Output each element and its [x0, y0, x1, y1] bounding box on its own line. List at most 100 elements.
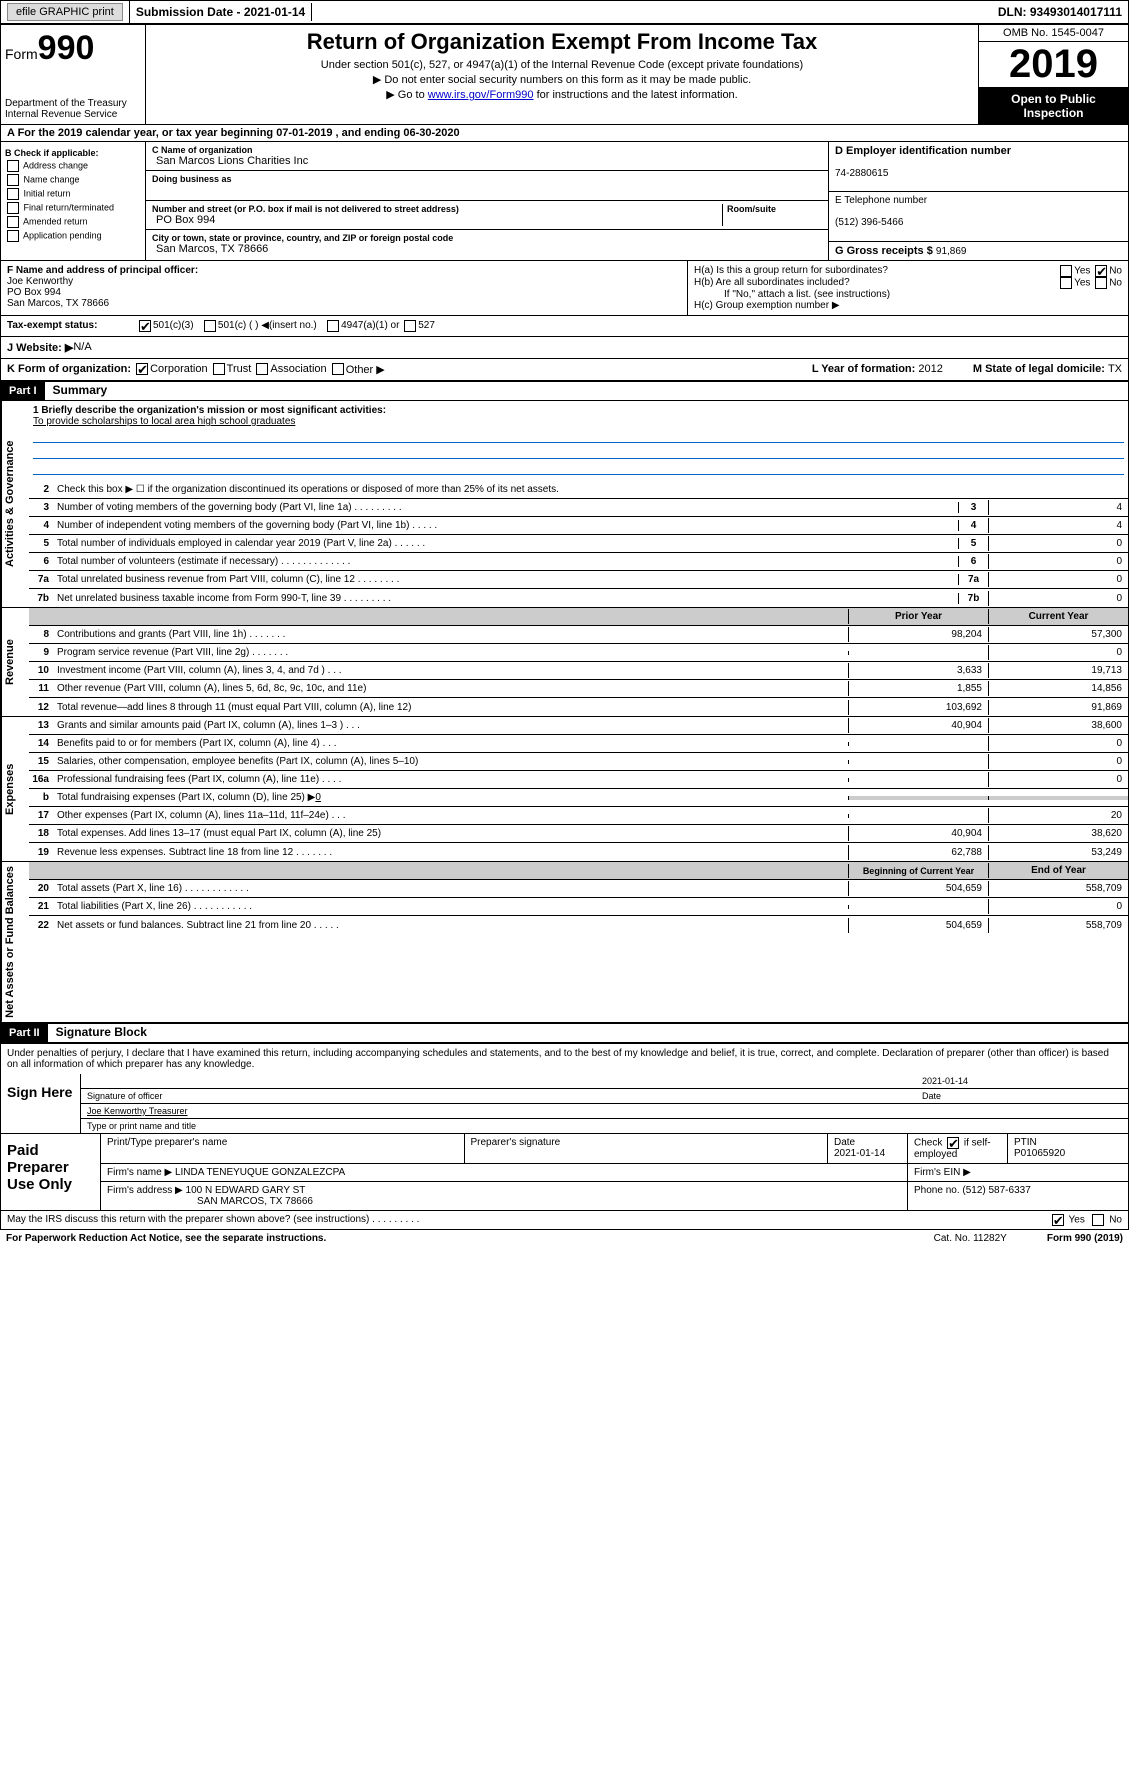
form-footer: Form 990 (2019) [1047, 1233, 1123, 1244]
signature-intro: Under penalties of perjury, I declare th… [1, 1044, 1128, 1074]
row-4: Number of independent voting members of … [53, 518, 958, 533]
hb-note: If "No," attach a list. (see instruction… [694, 289, 1122, 300]
omb-number: OMB No. 1545-0047 [979, 25, 1128, 42]
row-2: Check this box ▶ ☐ if the organization d… [53, 482, 1128, 497]
p22: 504,659 [848, 918, 988, 933]
assoc-checkbox[interactable] [256, 363, 268, 375]
val-7b: 0 [988, 591, 1128, 606]
row-13: Grants and similar amounts paid (Part IX… [53, 718, 848, 733]
discuss-yes-checkbox[interactable] [1052, 1214, 1064, 1226]
subtitle-3: ▶ Go to www.irs.gov/Form990 for instruct… [152, 88, 972, 101]
p8: 98,204 [848, 627, 988, 642]
org-name: San Marcos Lions Charities Inc [156, 155, 308, 167]
val-5: 0 [988, 536, 1128, 551]
self-employed-checkbox[interactable] [947, 1137, 959, 1149]
prep-date: 2021-01-14 [834, 1148, 885, 1159]
527-checkbox[interactable] [404, 320, 416, 332]
hb-no-checkbox[interactable] [1095, 277, 1107, 289]
p17 [848, 814, 988, 818]
address-change-checkbox[interactable] [7, 160, 19, 172]
paid-preparer-label: Paid Preparer Use Only [1, 1134, 101, 1210]
sig-officer-label: Signature of officer [87, 1091, 922, 1101]
corp-checkbox[interactable] [136, 363, 148, 375]
other-checkbox[interactable] [332, 363, 344, 375]
part1-header: Part ISummary [0, 381, 1129, 401]
row-21: Total liabilities (Part X, line 26) . . … [53, 899, 848, 914]
501c-checkbox[interactable] [204, 320, 216, 332]
dba-label: Doing business as [152, 174, 232, 197]
c13: 38,600 [988, 718, 1128, 733]
form-header: Form990 Department of the Treasury Inter… [0, 24, 1129, 125]
ha-label: H(a) Is this a group return for subordin… [694, 265, 888, 277]
mission-question: 1 Briefly describe the organization's mi… [33, 405, 386, 416]
c15: 0 [988, 754, 1128, 769]
row-7a: Total unrelated business revenue from Pa… [53, 572, 958, 587]
cat-number: Cat. No. 11282Y [934, 1233, 1007, 1244]
prior-year-header: Prior Year [848, 609, 988, 624]
final-return-checkbox[interactable] [7, 202, 19, 214]
city-state-zip: San Marcos, TX 78666 [156, 243, 268, 255]
p11: 1,855 [848, 681, 988, 696]
irs-link[interactable]: www.irs.gov/Form990 [428, 89, 534, 101]
application-checkbox[interactable] [7, 230, 19, 242]
website-value: N/A [73, 341, 91, 354]
officer-signed-name: Joe Kenworthy Treasurer [87, 1106, 188, 1116]
state-domicile-label: M State of legal domicile: [973, 363, 1108, 375]
part2-header: Part IISignature Block [0, 1023, 1129, 1043]
subtitle-2: ▶ Do not enter social security numbers o… [152, 73, 972, 86]
ha-yes-checkbox[interactable] [1060, 265, 1072, 277]
4947-checkbox[interactable] [327, 320, 339, 332]
discuss-question: May the IRS discuss this return with the… [7, 1214, 419, 1226]
efile-print-button[interactable]: efile GRAPHIC print [7, 3, 123, 21]
val-6: 0 [988, 554, 1128, 569]
row-3: Number of voting members of the governin… [53, 500, 958, 515]
c8: 57,300 [988, 627, 1128, 642]
website-label: J Website: ▶ [7, 341, 73, 354]
side-net-assets: Net Assets or Fund Balances [1, 862, 29, 1022]
row-12: Total revenue—add lines 8 through 11 (mu… [53, 700, 848, 715]
preparer-sig-label: Preparer's signature [465, 1134, 829, 1163]
initial-return-checkbox[interactable] [7, 188, 19, 200]
form-title: Return of Organization Exempt From Incom… [150, 29, 974, 55]
ein-value: 74-2880615 [835, 168, 888, 179]
row-10: Investment income (Part VIII, column (A)… [53, 663, 848, 678]
officer-addr2: San Marcos, TX 78666 [7, 298, 109, 309]
p13: 40,904 [848, 718, 988, 733]
hc-label: H(c) Group exemption number ▶ [694, 300, 1122, 311]
amended-checkbox[interactable] [7, 216, 19, 228]
discuss-no-checkbox[interactable] [1092, 1214, 1104, 1226]
self-employed-check: Check if self-employed [908, 1134, 1008, 1163]
irs-label: Internal Revenue Service [5, 109, 141, 120]
website-row: J Website: ▶ N/A [0, 337, 1129, 359]
subtitle-1: Under section 501(c), 527, or 4947(a)(1)… [152, 59, 972, 71]
tax-year: 2019 [979, 42, 1128, 88]
501c3-checkbox[interactable] [139, 320, 151, 332]
side-revenue: Revenue [1, 608, 29, 716]
row-16b: Total fundraising expenses (Part IX, col… [53, 790, 848, 805]
year-formation: 2012 [918, 363, 942, 375]
ein-label: D Employer identification number [835, 145, 1011, 157]
name-change-checkbox[interactable] [7, 174, 19, 186]
c17: 20 [988, 808, 1128, 823]
firm-addr1: 100 N EDWARD GARY ST [186, 1185, 306, 1196]
p9 [848, 651, 988, 655]
c10: 19,713 [988, 663, 1128, 678]
submission-date: Submission Date - 2021-01-14 [130, 3, 312, 21]
hb-label: H(b) Are all subordinates included? [694, 277, 850, 289]
signature-block: Under penalties of perjury, I declare th… [0, 1043, 1129, 1134]
ha-no-checkbox[interactable] [1095, 265, 1107, 277]
end-year-header: End of Year [988, 863, 1128, 878]
officer-section: F Name and address of principal officer:… [0, 261, 1129, 316]
val-7a: 0 [988, 572, 1128, 587]
tax-period: A For the 2019 calendar year, or tax yea… [0, 125, 1129, 142]
p19: 62,788 [848, 845, 988, 860]
c18: 38,620 [988, 826, 1128, 841]
c21: 0 [988, 899, 1128, 914]
status-label: Tax-exempt status: [7, 320, 97, 331]
org-form-row: K Form of organization: Corporation Trus… [0, 359, 1129, 381]
trust-checkbox[interactable] [213, 363, 225, 375]
c11: 14,856 [988, 681, 1128, 696]
row-16a: Professional fundraising fees (Part IX, … [53, 772, 848, 787]
hb-yes-checkbox[interactable] [1060, 277, 1072, 289]
row-22: Net assets or fund balances. Subtract li… [53, 918, 848, 933]
